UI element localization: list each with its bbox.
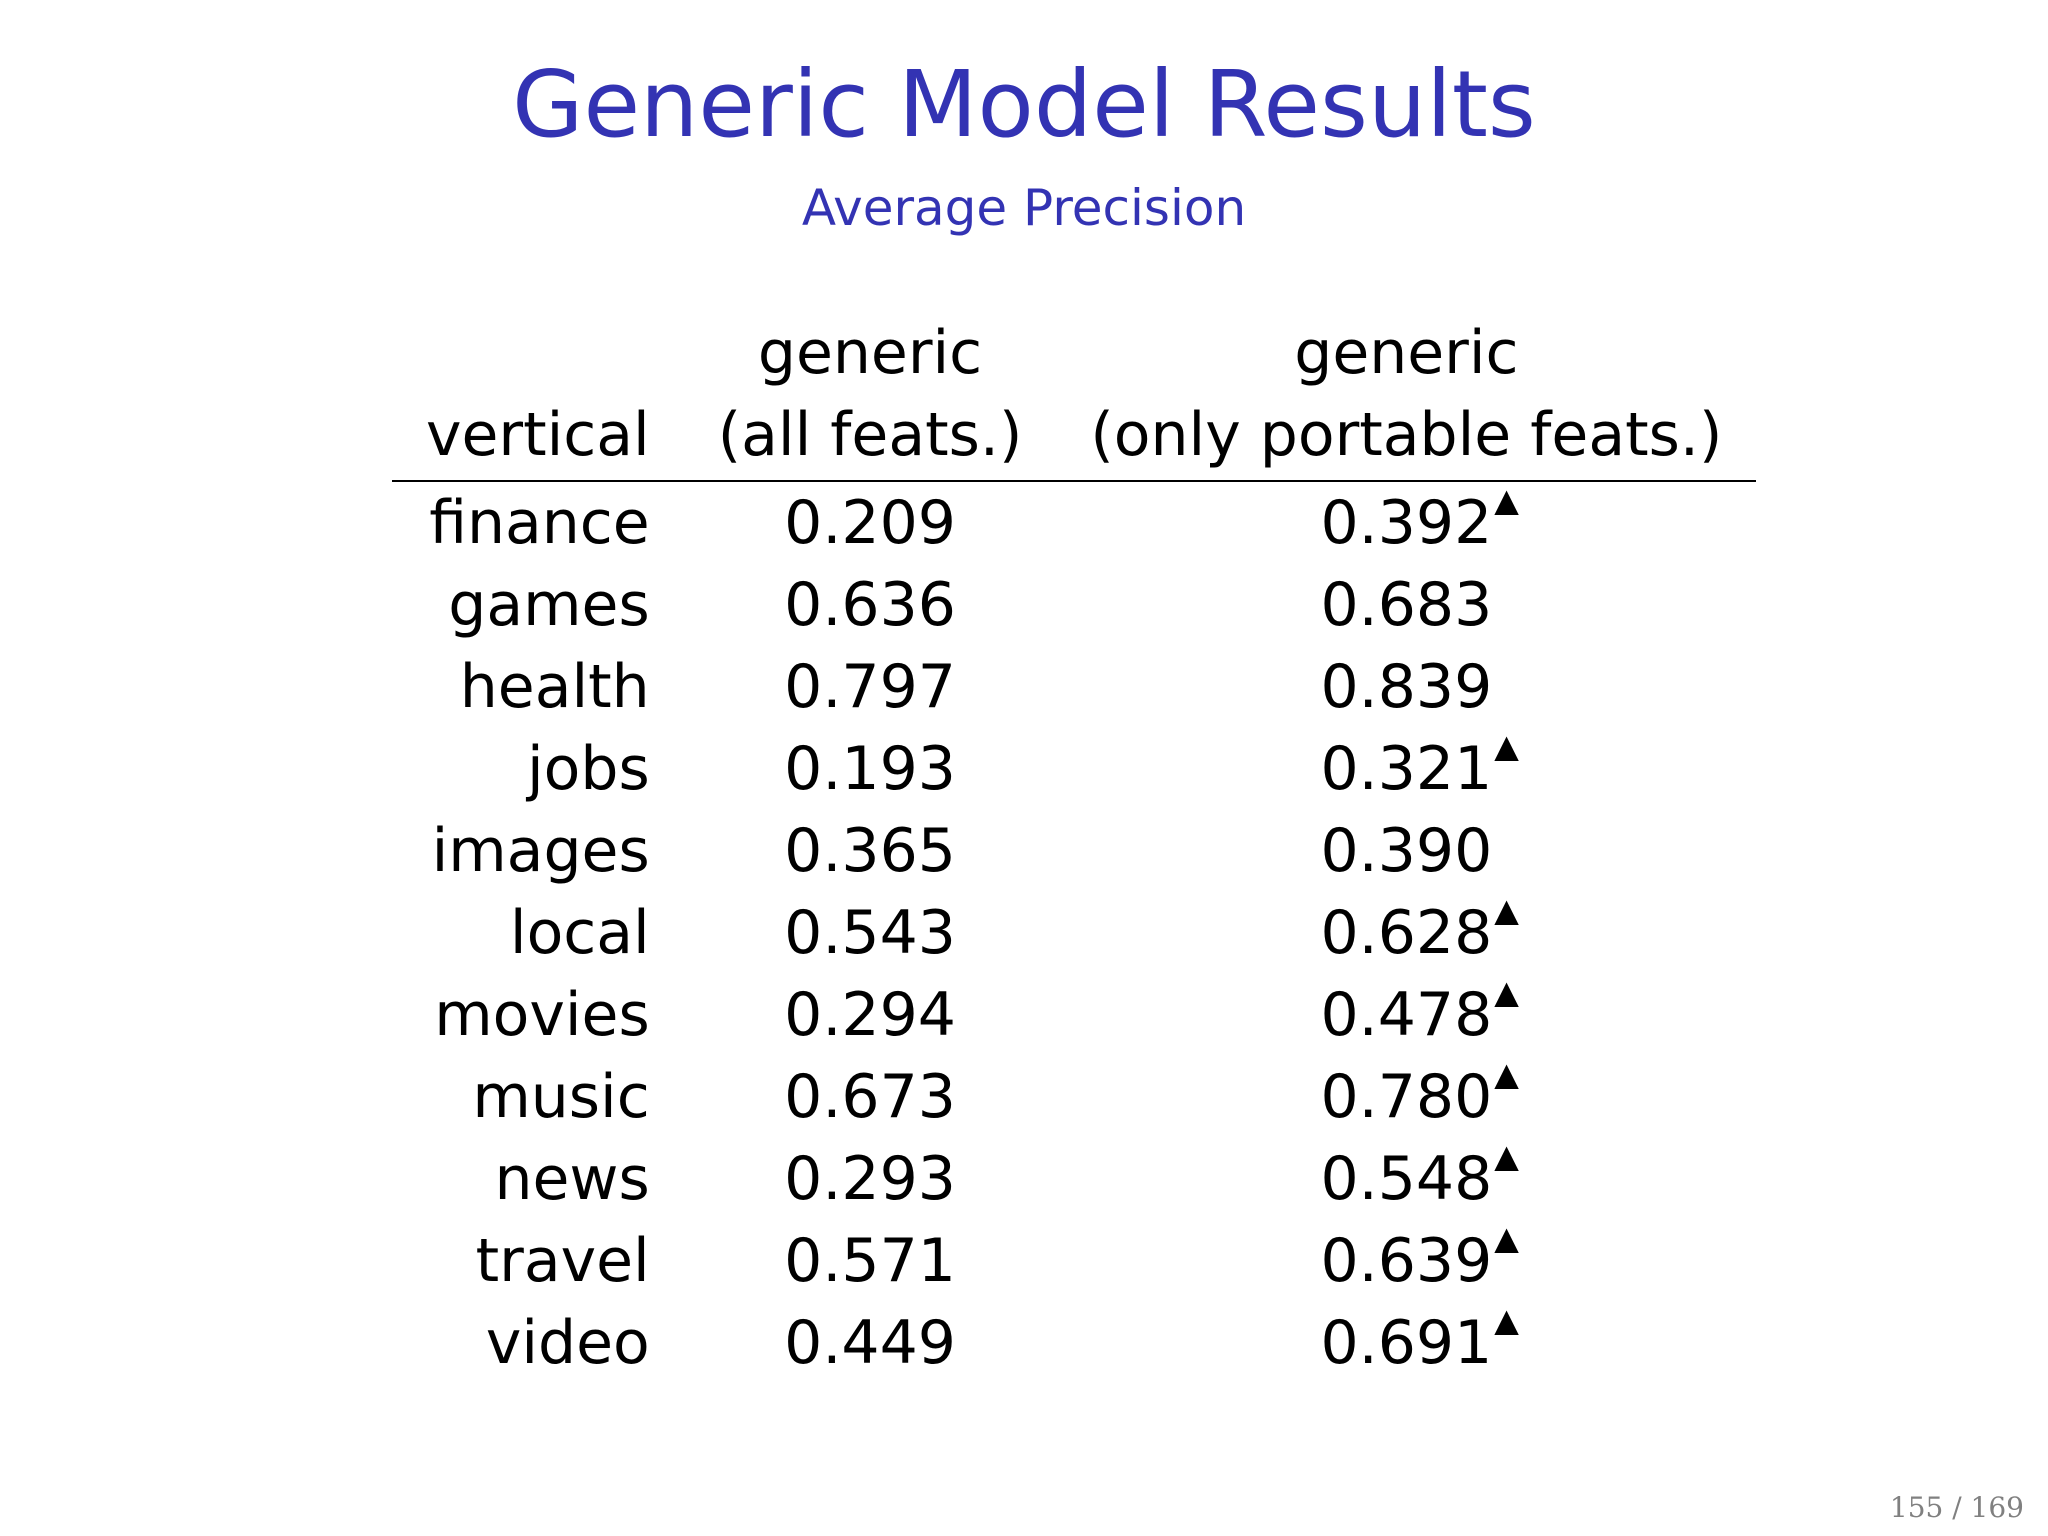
table-row: local 0.543 0.628 ▲: [392, 892, 1756, 974]
all-feats-value: 0.293: [784, 1144, 956, 1214]
portable-feats-cell: 0.392 ▲: [1056, 481, 1756, 564]
all-feats-value: 0.636: [784, 570, 956, 640]
vertical-cell: music: [472, 1062, 650, 1132]
portable-feats-value: 0.839: [1320, 652, 1493, 722]
table-row: movies 0.294 0.478 ▲: [392, 974, 1756, 1056]
all-feats-value: 0.673: [784, 1062, 956, 1132]
portable-feats-cell: 0.548 ▲: [1056, 1138, 1756, 1220]
vertical-cell: jobs: [526, 734, 650, 804]
significance-triangle-icon: ▲: [1494, 1055, 1519, 1093]
table-header: generic generic vertical (all feats.) (o…: [392, 312, 1757, 482]
header-all-feats-bottom: (all feats.): [683, 394, 1057, 482]
table-row: video 0.449 0.691 ▲: [392, 1302, 1756, 1384]
significance-triangle-icon: ▲: [1494, 481, 1519, 519]
portable-feats-wrapper: 0.780 ▲: [1320, 1056, 1518, 1138]
portable-feats-wrapper: 0.390: [1320, 810, 1492, 892]
portable-feats-value: 0.390: [1320, 816, 1493, 886]
slide-subtitle: Average Precision: [801, 179, 1247, 237]
portable-feats-wrapper: 0.839: [1320, 646, 1492, 728]
all-feats-value: 0.543: [784, 898, 956, 968]
header-all-feats-top: generic: [757, 318, 983, 388]
table-row: travel 0.571 0.639 ▲: [392, 1220, 1756, 1302]
portable-feats-wrapper: 0.548 ▲: [1320, 1138, 1518, 1220]
portable-feats-value: 0.683: [1320, 570, 1493, 640]
vertical-cell: games: [448, 570, 650, 640]
table-row: music 0.673 0.780 ▲: [392, 1056, 1756, 1138]
portable-feats-value: 0.780: [1320, 1062, 1493, 1132]
portable-feats-wrapper: 0.321 ▲: [1320, 728, 1518, 810]
header-portable-feats-bottom: (only portable feats.): [1056, 394, 1757, 482]
table-row: jobs 0.193 0.321 ▲: [392, 728, 1756, 810]
portable-feats-cell: 0.390: [1056, 810, 1756, 892]
vertical-cell: health: [459, 652, 650, 722]
table-row: images 0.365 0.390: [392, 810, 1756, 892]
table-row: news 0.293 0.548 ▲: [392, 1138, 1756, 1220]
significance-triangle-icon: ▲: [1494, 1137, 1519, 1175]
significance-triangle-icon: ▲: [1494, 1219, 1519, 1257]
portable-feats-wrapper: 0.691 ▲: [1320, 1302, 1518, 1384]
portable-feats-cell: 0.691 ▲: [1056, 1302, 1756, 1384]
portable-feats-cell: 0.628 ▲: [1056, 892, 1756, 974]
portable-feats-value: 0.691: [1320, 1308, 1493, 1378]
header-row-bottom: vertical (all feats.) (only portable fea…: [392, 394, 1757, 482]
header-vertical: vertical: [392, 394, 684, 482]
portable-feats-value: 0.321: [1320, 734, 1493, 804]
all-feats-value: 0.797: [784, 652, 956, 722]
portable-feats-cell: 0.780 ▲: [1056, 1056, 1756, 1138]
significance-triangle-icon: ▲: [1494, 973, 1519, 1011]
table-row: finance 0.209 0.392 ▲: [392, 481, 1756, 564]
table-body: finance 0.209 0.392 ▲ games 0.636 0.683 health 0…: [392, 481, 1756, 1384]
vertical-cell: movies: [434, 980, 650, 1050]
vertical-cell: travel: [475, 1226, 650, 1296]
vertical-cell: video: [485, 1308, 650, 1378]
table-row: games 0.636 0.683: [392, 564, 1756, 646]
portable-feats-cell: 0.639 ▲: [1056, 1220, 1756, 1302]
vertical-cell: finance: [429, 488, 650, 558]
vertical-cell: images: [431, 816, 650, 886]
vertical-cell: news: [494, 1144, 650, 1214]
page-number: 155 / 169: [1889, 1491, 2024, 1524]
significance-triangle-icon: ▲: [1494, 727, 1519, 765]
significance-triangle-icon: ▲: [1494, 891, 1519, 929]
all-feats-value: 0.294: [784, 980, 956, 1050]
slide-title: Generic Model Results: [512, 51, 1536, 158]
vertical-cell: local: [509, 898, 650, 968]
all-feats-value: 0.209: [784, 488, 956, 558]
portable-feats-value: 0.628: [1320, 898, 1493, 968]
portable-feats-value: 0.548: [1320, 1144, 1493, 1214]
table-row: health 0.797 0.839: [392, 646, 1756, 728]
all-feats-value: 0.571: [784, 1226, 956, 1296]
portable-feats-value: 0.639: [1320, 1226, 1493, 1296]
portable-feats-wrapper: 0.639 ▲: [1320, 1220, 1518, 1302]
portable-feats-cell: 0.321 ▲: [1056, 728, 1756, 810]
portable-feats-cell: 0.478 ▲: [1056, 974, 1756, 1056]
header-row-top: generic generic: [392, 312, 1756, 394]
portable-feats-cell: 0.683: [1056, 564, 1756, 646]
all-feats-value: 0.365: [784, 816, 956, 886]
portable-feats-wrapper: 0.628 ▲: [1320, 892, 1518, 974]
header-vertical-spacer: [392, 312, 684, 394]
portable-feats-cell: 0.839: [1056, 646, 1756, 728]
portable-feats-value: 0.392: [1320, 488, 1493, 558]
portable-feats-wrapper: 0.478 ▲: [1320, 974, 1518, 1056]
portable-feats-wrapper: 0.683: [1320, 564, 1492, 646]
significance-triangle-icon: ▲: [1494, 1301, 1519, 1339]
all-feats-value: 0.193: [784, 734, 956, 804]
results-table: generic generic vertical (all feats.) (o…: [392, 312, 1757, 1384]
portable-feats-value: 0.478: [1320, 980, 1493, 1050]
all-feats-value: 0.449: [784, 1308, 956, 1378]
header-portable-feats-top: generic: [1294, 318, 1519, 388]
portable-feats-wrapper: 0.392 ▲: [1320, 482, 1518, 564]
